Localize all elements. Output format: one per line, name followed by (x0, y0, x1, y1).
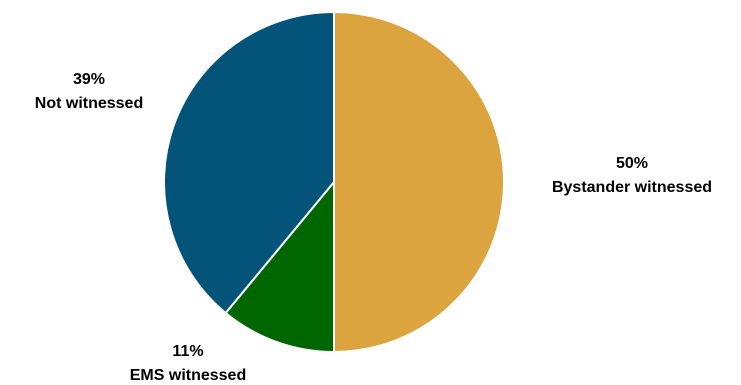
slice-bystander-witnessed (333, 11, 505, 353)
slice-label-not-witnessed-value: 39% (73, 71, 105, 88)
slice-label-not-witnessed-category: Not witnessed (35, 95, 143, 112)
slice-label-ems-category: EMS witnessed (130, 367, 246, 384)
slice-label-bystander-value: 50% (616, 155, 648, 172)
pie-slices (163, 11, 505, 353)
pie-labels: 50% Bystander witnessed 11% EMS witnesse… (35, 71, 712, 384)
slice-label-ems-value: 11% (172, 343, 203, 360)
slice-not-witnessed (163, 11, 335, 314)
slice-label-bystander-category: Bystander witnessed (552, 179, 712, 196)
slice-ems-witnessed (224, 181, 335, 353)
